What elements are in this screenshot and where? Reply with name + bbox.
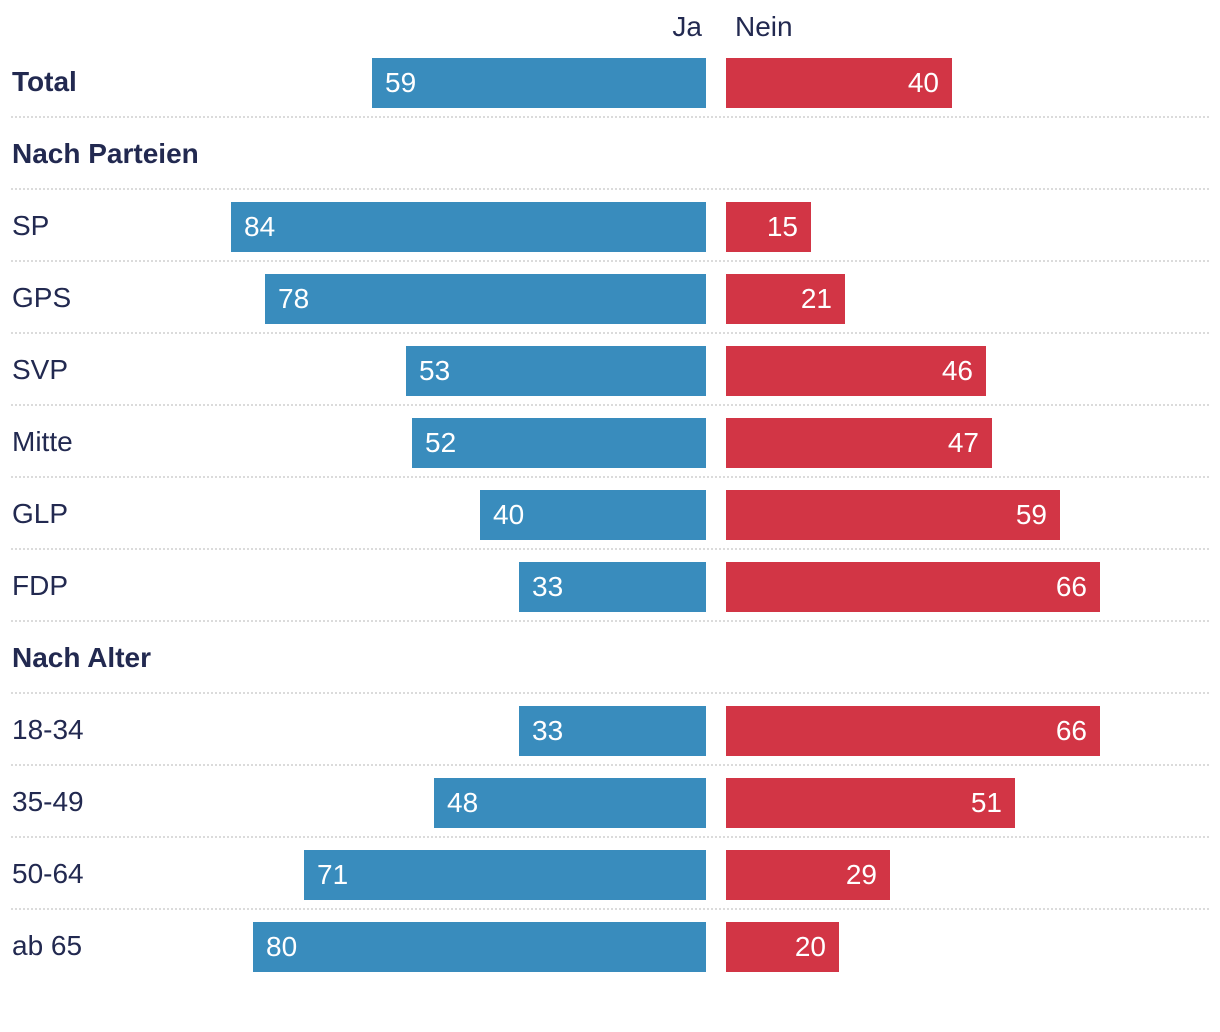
nein-value: 59 <box>1015 499 1047 530</box>
data-row: FDP 33 66 <box>0 550 1220 622</box>
row-label: Mitte <box>12 426 73 457</box>
ja-bar: 33 <box>519 706 706 756</box>
row-label: Total <box>12 66 77 97</box>
row-label: SP <box>12 210 50 241</box>
data-row: 35-49 48 51 <box>0 766 1220 838</box>
ja-bar: 33 <box>519 562 706 612</box>
data-row: Total 59 40 <box>0 46 1220 118</box>
data-row: 50-64 71 29 <box>0 838 1220 910</box>
legend-nein-label: Nein <box>735 10 793 42</box>
data-row: Mitte 52 47 <box>0 406 1220 478</box>
row-label: 35-49 <box>12 786 84 817</box>
nein-bar: 59 <box>726 490 1060 540</box>
row-separator <box>11 404 1209 406</box>
nein-value: 66 <box>1055 571 1087 602</box>
nein-bar: 40 <box>726 58 952 108</box>
data-row: SP 84 15 <box>0 190 1220 262</box>
nein-value: 21 <box>800 283 832 314</box>
nein-bar: 46 <box>726 346 986 396</box>
row-separator <box>11 620 1209 622</box>
row-label: GLP <box>12 498 69 529</box>
ja-bar: 80 <box>253 922 706 972</box>
row-separator <box>11 260 1209 262</box>
section-title: Nach Alter <box>12 642 152 673</box>
nein-bar: 66 <box>726 562 1100 612</box>
nein-bar: 20 <box>726 922 839 972</box>
nein-value: 46 <box>941 355 973 386</box>
ja-bar: 78 <box>265 274 706 324</box>
row-label: SVP <box>12 354 69 385</box>
ja-value: 48 <box>447 787 479 818</box>
row-separator <box>11 476 1209 478</box>
ja-bar: 84 <box>231 202 706 252</box>
nein-value: 29 <box>845 859 877 890</box>
ja-value: 78 <box>278 283 310 314</box>
ja-value: 33 <box>532 715 564 746</box>
ja-value: 59 <box>385 67 417 98</box>
nein-bar: 29 <box>726 850 890 900</box>
data-row: 18-34 33 66 <box>0 694 1220 766</box>
ja-bar: 59 <box>372 58 706 108</box>
ja-bar: 40 <box>480 490 706 540</box>
ja-value: 80 <box>266 931 298 962</box>
vote-result-chart: Ja Nein Total 59 40 Nach Parteien SP 84 15 GPS 7… <box>0 0 1220 982</box>
ja-value: 52 <box>425 427 457 458</box>
data-row: GPS 78 21 <box>0 262 1220 334</box>
row-separator <box>11 836 1209 838</box>
row-separator <box>11 548 1209 550</box>
section-header-row: Nach Alter <box>0 622 1220 694</box>
section-header-row: Nach Parteien <box>0 118 1220 190</box>
row-label: FDP <box>12 570 68 601</box>
nein-value: 66 <box>1055 715 1087 746</box>
ja-bar: 53 <box>406 346 706 396</box>
row-label: ab 65 <box>12 930 83 961</box>
ja-bar: 71 <box>304 850 706 900</box>
row-separator <box>11 188 1209 190</box>
nein-value: 47 <box>947 427 979 458</box>
row-separator <box>11 908 1209 910</box>
ja-bar: 52 <box>412 418 706 468</box>
row-label: GPS <box>12 282 72 313</box>
ja-value: 33 <box>532 571 564 602</box>
row-separator <box>11 692 1209 694</box>
nein-bar: 66 <box>726 706 1100 756</box>
nein-bar: 47 <box>726 418 992 468</box>
row-separator <box>11 116 1209 118</box>
row-separator <box>11 764 1209 766</box>
ja-value: 53 <box>419 355 451 386</box>
ja-bar: 48 <box>434 778 706 828</box>
ja-value: 71 <box>317 859 349 890</box>
nein-bar: 15 <box>726 202 811 252</box>
ja-value: 84 <box>244 211 276 242</box>
nein-value: 20 <box>794 931 826 962</box>
nein-value: 40 <box>907 67 939 98</box>
row-label: 50-64 <box>12 858 84 889</box>
data-row: ab 65 80 20 <box>0 910 1220 982</box>
data-row: SVP 53 46 <box>0 334 1220 406</box>
nein-value: 51 <box>970 787 1002 818</box>
legend-ja-label: Ja <box>672 10 702 42</box>
nein-bar: 21 <box>726 274 845 324</box>
row-label: 18-34 <box>12 714 84 745</box>
chart-body: Total 59 40 Nach Parteien SP 84 15 GPS 78 21 SVP 53… <box>0 46 1220 982</box>
row-separator <box>11 332 1209 334</box>
nein-value: 15 <box>766 211 798 242</box>
ja-value: 40 <box>493 499 525 530</box>
data-row: GLP 40 59 <box>0 478 1220 550</box>
nein-bar: 51 <box>726 778 1015 828</box>
section-title: Nach Parteien <box>12 138 199 169</box>
legend-row: Ja Nein <box>0 0 1220 46</box>
